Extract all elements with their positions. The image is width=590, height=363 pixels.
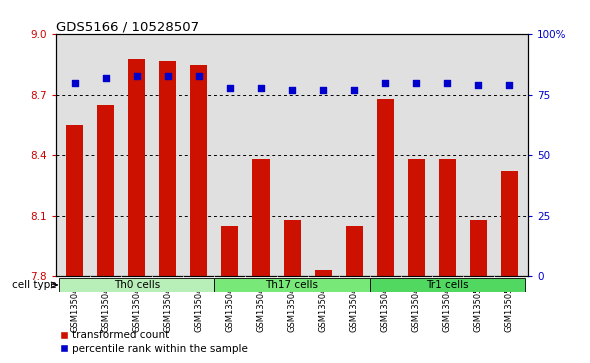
Bar xyxy=(159,61,176,276)
Point xyxy=(101,75,110,81)
Text: GSM1350498: GSM1350498 xyxy=(412,276,421,332)
Bar xyxy=(221,225,238,276)
Bar xyxy=(370,278,525,292)
Bar xyxy=(439,159,456,276)
Text: GSM1350489: GSM1350489 xyxy=(132,276,141,332)
Point xyxy=(132,73,142,78)
Bar xyxy=(128,58,145,276)
Legend: transformed count, percentile rank within the sample: transformed count, percentile rank withi… xyxy=(55,326,252,358)
Point xyxy=(163,73,172,78)
Text: GSM1350492: GSM1350492 xyxy=(225,276,234,332)
Point xyxy=(349,87,359,93)
Point xyxy=(319,87,328,93)
Text: GSM1350497: GSM1350497 xyxy=(381,276,390,332)
Text: Th0 cells: Th0 cells xyxy=(114,280,160,290)
Bar xyxy=(346,225,363,276)
Bar xyxy=(66,125,83,276)
Text: GSM1350487: GSM1350487 xyxy=(70,276,79,332)
Text: GSM1350490: GSM1350490 xyxy=(163,276,172,332)
Bar xyxy=(408,159,425,276)
Text: GSM1350496: GSM1350496 xyxy=(350,276,359,332)
Text: Th17 cells: Th17 cells xyxy=(266,280,319,290)
Text: GSM1350495: GSM1350495 xyxy=(319,276,327,332)
Point xyxy=(412,80,421,86)
Bar xyxy=(470,220,487,276)
Text: GSM1350493: GSM1350493 xyxy=(257,276,266,332)
Bar xyxy=(97,105,114,276)
Point xyxy=(442,80,452,86)
Text: GDS5166 / 10528507: GDS5166 / 10528507 xyxy=(56,20,199,33)
Text: GSM1350501: GSM1350501 xyxy=(505,276,514,332)
Point xyxy=(256,85,266,90)
Point xyxy=(225,85,235,90)
Bar xyxy=(314,270,332,276)
Bar xyxy=(501,171,518,276)
Point xyxy=(194,73,204,78)
Point xyxy=(381,80,390,86)
Point xyxy=(504,82,514,88)
Text: cell type: cell type xyxy=(12,280,57,290)
Text: GSM1350494: GSM1350494 xyxy=(287,276,297,332)
Bar xyxy=(284,220,300,276)
Text: Tr1 cells: Tr1 cells xyxy=(426,280,468,290)
Point xyxy=(474,82,483,88)
Text: GSM1350500: GSM1350500 xyxy=(474,276,483,332)
Bar xyxy=(376,99,394,276)
Point xyxy=(287,87,297,93)
Point xyxy=(70,80,80,86)
Bar xyxy=(253,159,270,276)
Text: GSM1350488: GSM1350488 xyxy=(101,276,110,332)
Bar xyxy=(191,65,208,276)
Bar xyxy=(214,278,370,292)
Bar xyxy=(59,278,214,292)
Text: GSM1350491: GSM1350491 xyxy=(194,276,204,332)
Text: GSM1350499: GSM1350499 xyxy=(443,276,452,332)
